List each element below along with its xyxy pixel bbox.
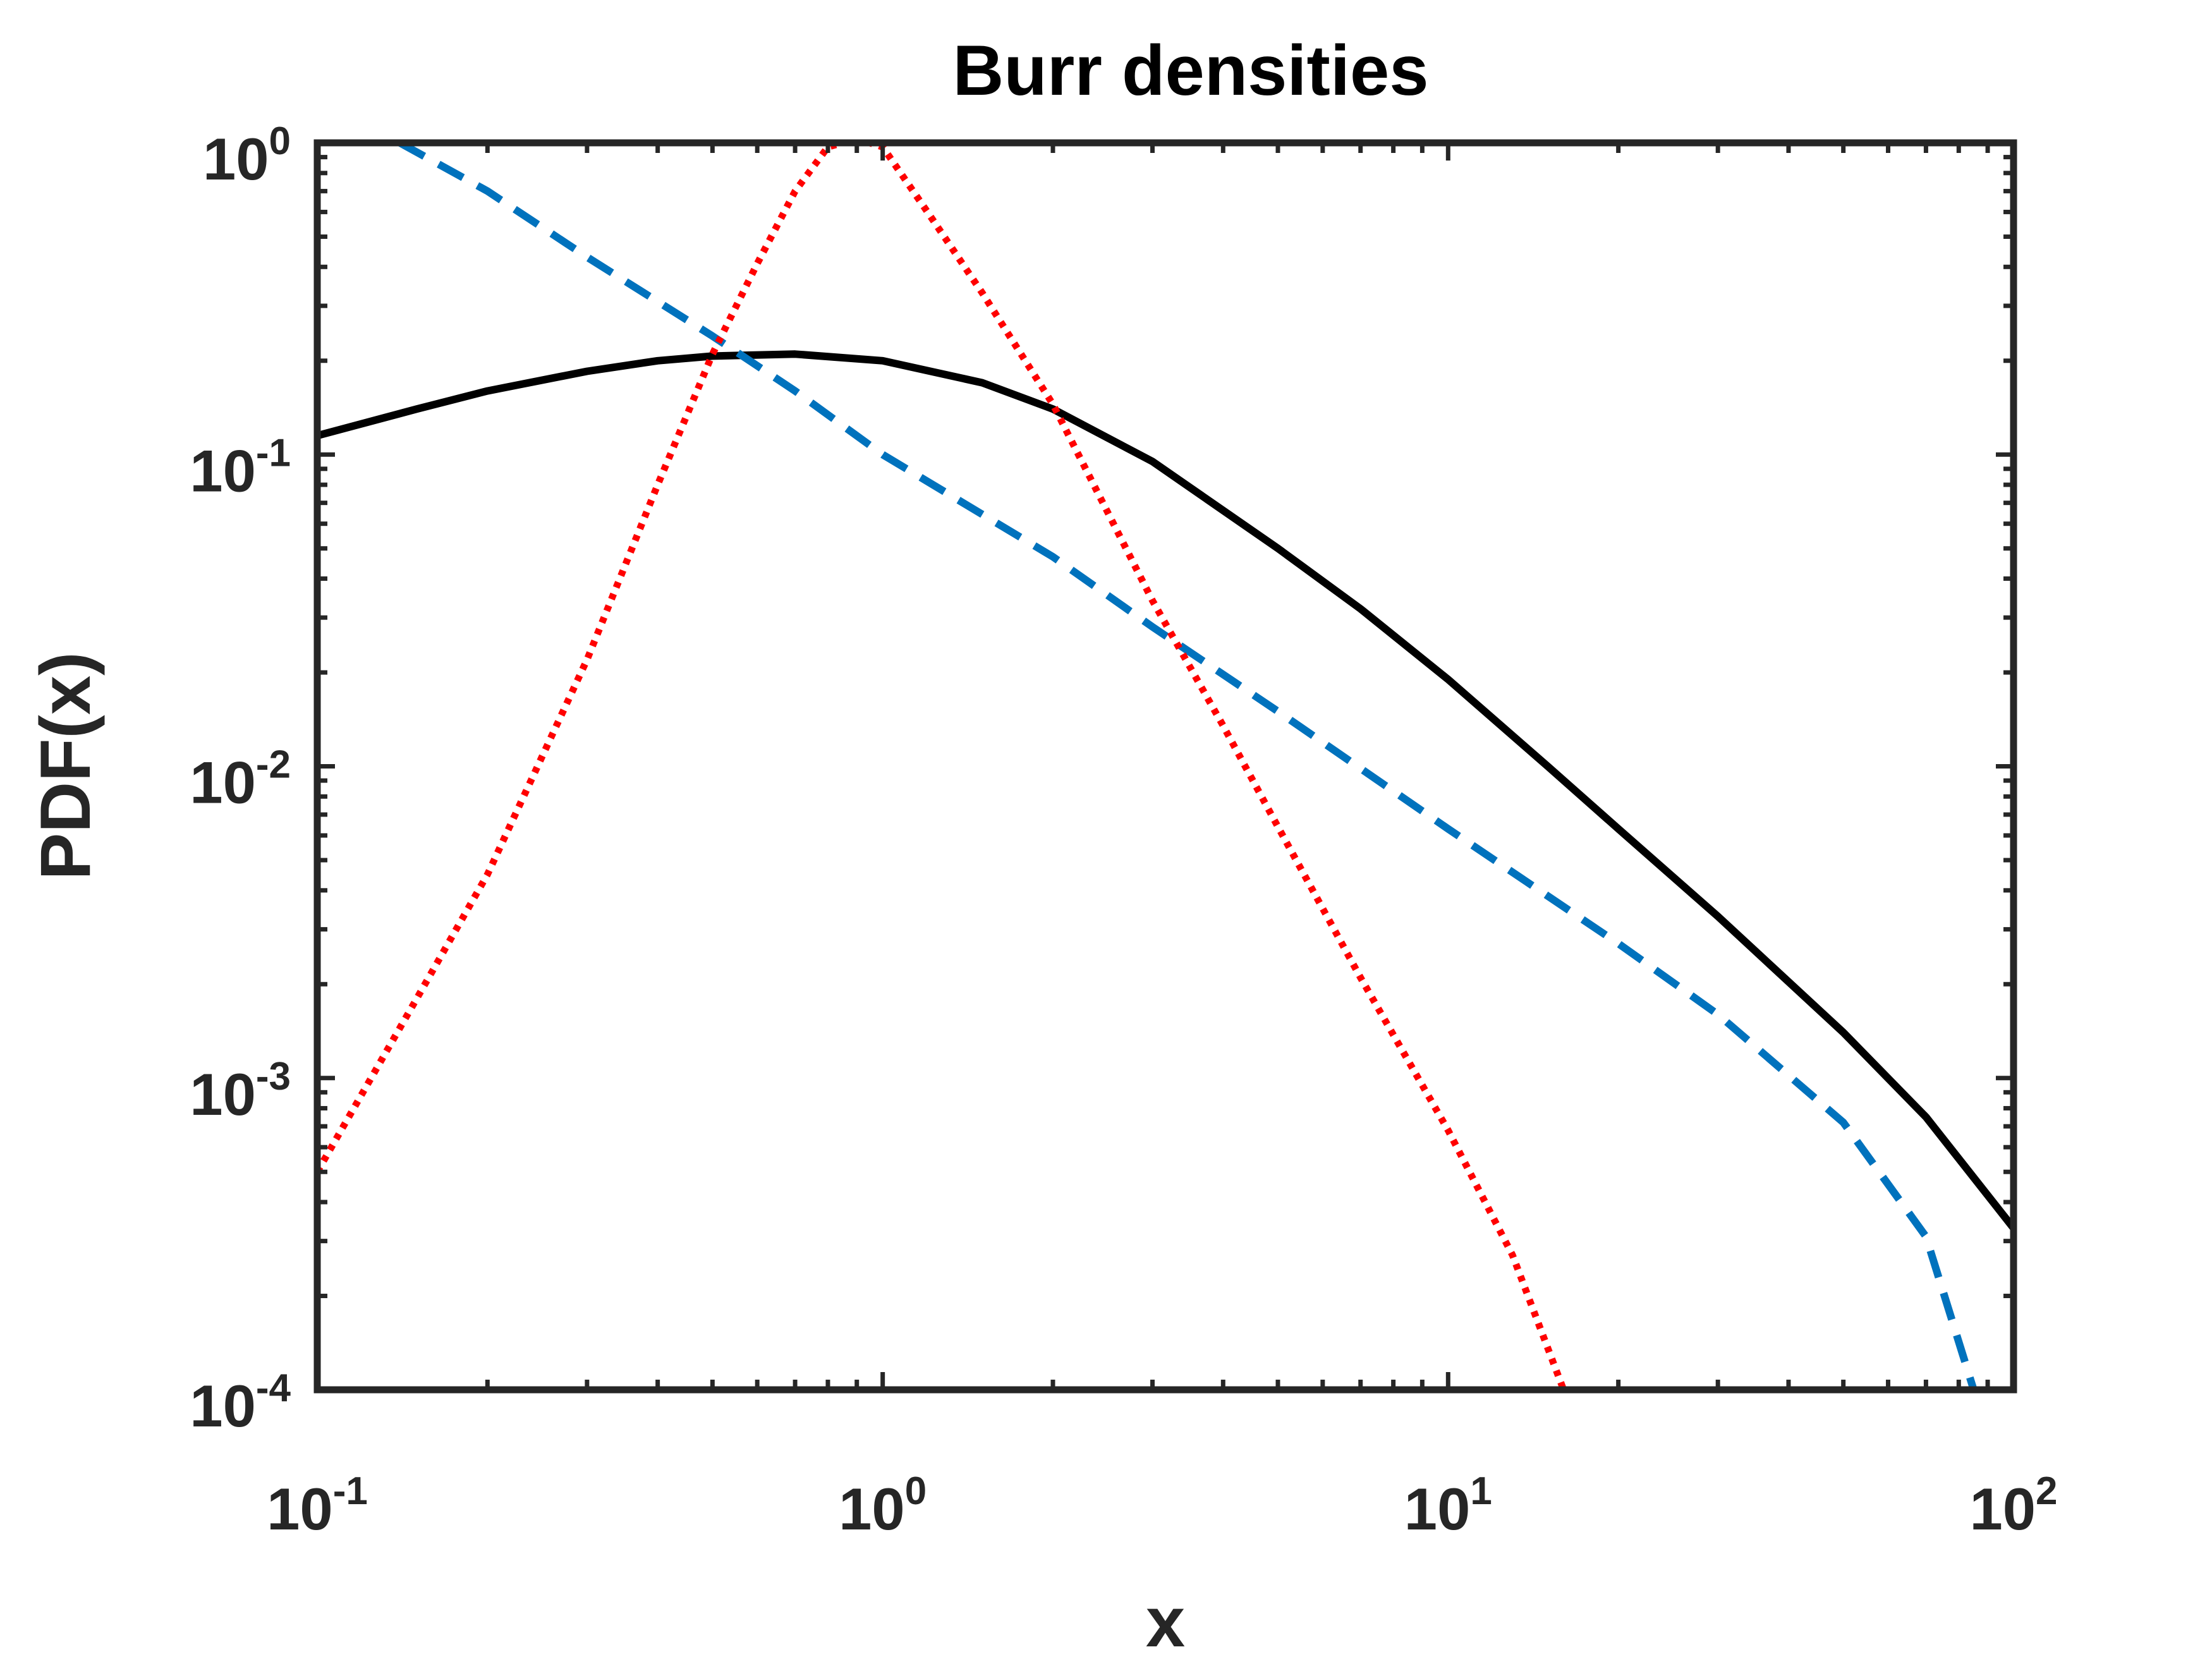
plot-frame xyxy=(313,139,2017,1394)
x-tick-labels: 10-1 100 101 102 xyxy=(267,1469,2057,1542)
y-tick-labels: 100 10-1 10-2 10-3 10-4 xyxy=(190,119,291,1439)
series-line-solid xyxy=(317,350,2014,1231)
y-tick-label: 10-4 xyxy=(190,1366,291,1439)
y-axis-label: PDF(x) xyxy=(26,652,105,880)
chart-title: Burr densities xyxy=(952,31,1428,110)
y-tick-label: 10-3 xyxy=(190,1055,291,1127)
x-axis-label: x xyxy=(1146,1583,1185,1659)
series-line-dashed xyxy=(398,143,1978,1390)
x-tick-label: 102 xyxy=(1969,1469,2057,1542)
y-tick-label: 10-1 xyxy=(190,431,291,504)
x-tick-label: 10-1 xyxy=(267,1469,368,1542)
x-tick-label: 101 xyxy=(1404,1469,1492,1542)
x-tick-label: 100 xyxy=(839,1469,927,1542)
y-tick-label: 10-2 xyxy=(190,743,291,816)
y-tick-label: 100 xyxy=(203,119,291,192)
